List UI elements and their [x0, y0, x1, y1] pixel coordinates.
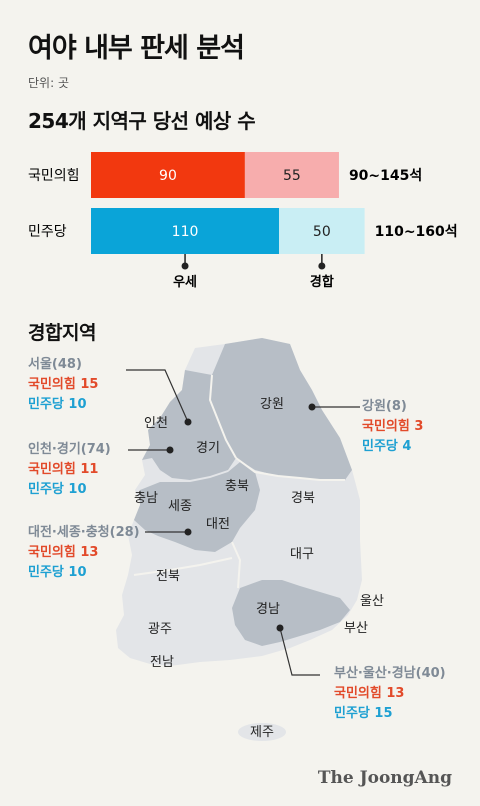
callout: 강원(8) 국민의힘 3 민주당 4 [362, 397, 423, 457]
leader-lines [126, 369, 360, 676]
bar-segment [244, 152, 339, 198]
callout-name: 부산·울산·경남(40) [334, 666, 446, 681]
region-label: 경남 [256, 602, 280, 617]
region-label: 경북 [291, 491, 315, 506]
callout-dp: 민주당 10 [28, 397, 87, 412]
callout-ppp: 국민의힘 3 [362, 419, 424, 434]
callout: 부산·울산·경남(40) 국민의힘 13 민주당 15 [334, 664, 446, 724]
callout: 대전·세종·충청(28) 국민의힘 13 민주당 10 [28, 523, 140, 583]
callout: 서울(48) 국민의힘 15 민주당 10 [28, 355, 98, 415]
callout-ppp: 국민의힘 13 [334, 686, 405, 701]
bar-category-label: 국민의힘 [28, 168, 80, 184]
region-label: 전남 [150, 655, 174, 670]
legend-dot [181, 262, 189, 270]
callout-dp: 민주당 4 [362, 439, 412, 454]
callout-ppp: 국민의힘 15 [28, 377, 99, 392]
callout-dp: 민주당 10 [28, 565, 87, 580]
region-label: 부산 [344, 621, 368, 636]
bar-total-label: 90~145석 [349, 168, 422, 184]
bar-value-label: 55 [283, 168, 301, 184]
unit-note: 단위: 곳 [28, 76, 69, 90]
callout: 인천·경기(74) 국민의힘 11 민주당 10 [28, 440, 111, 500]
jeju-island [238, 723, 286, 741]
bar-segment [91, 208, 280, 254]
section-title: 경합지역 [28, 322, 96, 344]
region-label: 제주 [250, 725, 274, 740]
callout-ppp: 국민의힘 13 [28, 545, 99, 560]
callout-dp: 민주당 15 [334, 706, 393, 721]
region-label: 충남 [134, 491, 158, 506]
legend-label: 우세 [173, 275, 197, 290]
region-label: 세종 [168, 499, 192, 514]
chart-subtitle: 254개 지역구 당선 예상 수 [28, 109, 256, 133]
region-label: 전북 [156, 569, 180, 584]
bar-total-label: 110~160석 [375, 224, 458, 240]
legend-dot [318, 262, 326, 270]
bar-value-label: 50 [313, 224, 331, 240]
region-label: 인천 [144, 416, 168, 431]
brand-logo: The JoongAng [317, 768, 452, 788]
region-label: 강원 [260, 397, 284, 412]
region-label: 광주 [148, 622, 172, 637]
gangwon-region [210, 338, 352, 480]
callout-ppp: 국민의힘 11 [28, 462, 99, 477]
bar-value-label: 110 [172, 224, 199, 240]
legend-label: 경합 [310, 274, 334, 290]
callout-name: 강원(8) [362, 399, 407, 414]
chungcheong-region [134, 462, 260, 552]
callout-name: 인천·경기(74) [28, 442, 111, 457]
callout-name: 서울(48) [28, 357, 82, 372]
bar-category-label: 민주당 [28, 224, 67, 240]
callout-dp: 민주당 10 [28, 482, 87, 497]
region-label: 대전 [206, 517, 230, 532]
bar-segment [279, 208, 365, 254]
gyeongnam-region [232, 580, 350, 646]
region-label: 대구 [290, 547, 314, 562]
chart-title: 여야 내부 판세 분석 [28, 33, 245, 64]
bar-value-label: 90 [159, 168, 177, 184]
callout-name: 대전·세종·충청(28) [28, 525, 140, 540]
region-label: 충북 [225, 479, 249, 494]
region-label: 울산 [360, 594, 384, 609]
bar-segment [91, 152, 245, 198]
region-label: 경기 [196, 441, 220, 456]
